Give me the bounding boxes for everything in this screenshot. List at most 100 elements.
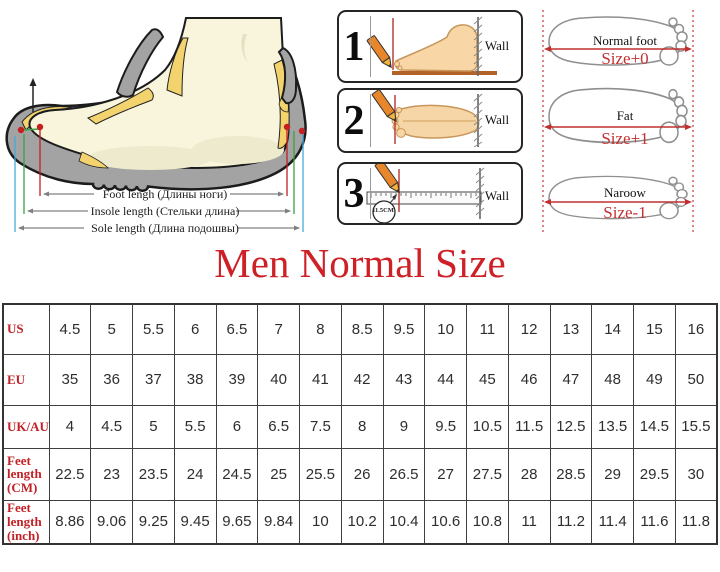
size-cell: 11.4 [591,499,634,545]
pencil-icon [366,34,396,71]
foot-type-name: Fat [616,108,634,123]
foot-type-size: Size+0 [601,49,649,68]
size-cell: 9.65 [215,499,259,545]
size-cell: 9 [382,404,426,449]
ruler-ticks [370,193,477,198]
size-cell: 30 [674,447,718,501]
foot-measure-lines [546,48,690,203]
size-cell: 23.5 [132,447,175,501]
size-cell: 47 [549,353,593,406]
table-row: Feet length (inch) 8.86 9.06 9.25 9.45 9.65 9.… [2,499,718,545]
size-cell: 6 [173,303,217,355]
size-cell: 46 [507,353,551,406]
panel-divider [370,16,371,77]
size-cell: 9.5 [382,303,426,355]
size-cell: 10 [424,303,467,355]
size-cell: 7.5 [299,404,342,449]
size-cell: 5 [90,303,133,355]
step-panel-2: 2 Wall [337,88,523,153]
sole-length-label: Sole length (Длина подошвы) [91,221,239,235]
size-cell: 11 [466,303,509,355]
size-cell: 24.5 [215,447,259,501]
size-cell: 41 [299,353,342,406]
step-panel-3: 3 Wall [337,162,523,225]
size-cell: 13.5 [591,404,634,449]
wall-label: Wall [484,112,510,127]
up-arrow-head [29,78,37,86]
size-cell: 8.5 [340,303,384,355]
size-cell: 5.5 [173,404,217,449]
pencil-icon [371,90,401,125]
foot-shading [88,146,212,170]
size-cell: 27.5 [466,447,509,501]
table-row: Feet length (CM) 22.5 23 23.5 24 24.5 25 25.5 26… [2,447,718,501]
shoe-measure-illustration [5,17,307,232]
foot-side-view [394,24,478,72]
size-cell: 28 [507,447,551,501]
size-cell: 26.5 [382,447,426,501]
size-cell: 4 [48,404,92,449]
foot-type-name: Normal foot [593,33,657,48]
step-number: 2 [343,97,365,144]
size-cell: 10.6 [424,499,467,545]
foot-type-size: Size+1 [601,129,649,148]
size-cell: 9.06 [90,499,133,545]
wall-hatch-icon [473,16,483,76]
size-cell: 10.4 [382,499,426,545]
foot-type-size: Size-1 [603,203,647,222]
size-cell: 11.2 [549,499,593,545]
size-cell: 29.5 [633,447,676,501]
foot-top-view [395,104,480,139]
panel-divider [370,94,371,147]
size-cell: 22.5 [48,447,92,501]
size-cell: 24 [173,447,217,501]
size-cell: 8.86 [48,499,92,545]
heel-collar-shape [277,46,298,105]
table-row: UK/AU 4 4.5 5 5.5 6 6.5 7.5 8 9 9.5 10.5 11.5 12.5 13.… [2,404,718,449]
measure-dot [17,126,25,134]
step2-illustration [371,90,483,148]
size-cell: 5 [132,404,175,449]
size-cell: 29 [591,447,634,501]
row-header: Feet length (inch) [2,499,50,545]
size-cell: 43 [382,353,426,406]
measure-dot [298,127,306,135]
size-cell: 15.5 [674,404,718,449]
row-header: UK/AU [2,404,50,449]
insole-length-label: Insole length (Стельки длина) [90,204,240,218]
ruler-measurement-note: 11.5CM [372,207,394,214]
size-cell: 11 [507,499,551,545]
size-cell: 6.5 [257,404,300,449]
foot-types-illustration [542,10,694,232]
page-title: Men Normal Size [214,240,506,286]
size-cell: 12 [507,303,551,355]
step1-illustration [366,16,497,76]
size-cell: 9.84 [257,499,300,545]
size-cell: 26 [340,447,384,501]
wall-label: Wall [484,188,510,203]
label-leader-lines [19,193,299,229]
label-leader-arrowheads [18,191,300,231]
size-cell: 10.2 [340,499,384,545]
insole-arch-lining [78,151,109,169]
size-cell: 11.6 [633,499,676,545]
size-cell: 14.5 [633,404,676,449]
collar-lining [166,37,189,97]
size-cell: 9.25 [132,499,175,545]
size-cell: 10 [299,499,342,545]
wall-hatch-icon [475,167,485,219]
size-cell: 11.8 [674,499,718,545]
size-cell: 5.5 [132,303,175,355]
size-cell: 9.5 [424,404,467,449]
size-cell: 27 [424,447,467,501]
size-cell: 14 [591,303,634,355]
size-cell: 35 [48,353,92,406]
size-cell: 25 [257,447,300,501]
row-header: EU [2,353,50,406]
insole-instep-lining [86,87,154,125]
size-cell: 38 [173,353,217,406]
size-cell: 44 [424,353,467,406]
row-header: US [2,303,50,355]
size-cell: 16 [674,303,718,355]
size-cell: 9.45 [173,499,217,545]
